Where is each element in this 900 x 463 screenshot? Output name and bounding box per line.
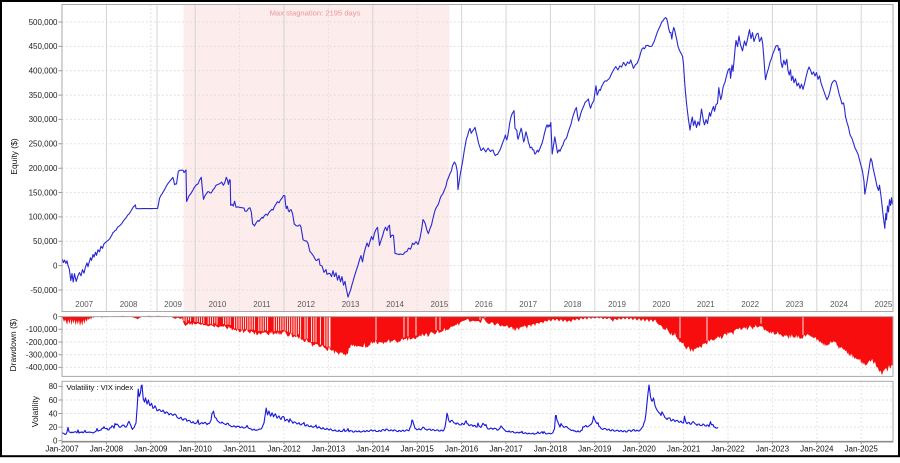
svg-text:150,000: 150,000 [29,188,58,197]
svg-text:Jan-2009: Jan-2009 [134,445,168,454]
svg-text:20: 20 [49,423,58,432]
svg-text:Drawdown ($): Drawdown ($) [8,318,18,371]
svg-text:350,000: 350,000 [29,91,58,100]
svg-text:Jan-2023: Jan-2023 [756,445,790,454]
svg-text:2007: 2007 [75,300,93,309]
svg-text:Jan-2008: Jan-2008 [90,445,124,454]
svg-text:2019: 2019 [608,300,626,309]
svg-text:100,000: 100,000 [29,213,58,222]
svg-text:2010: 2010 [209,300,227,309]
svg-text:Equity ($): Equity ($) [9,138,19,175]
svg-text:2008: 2008 [120,300,138,309]
svg-text:Jan-2012: Jan-2012 [267,445,301,454]
svg-text:2024: 2024 [830,300,848,309]
svg-text:40: 40 [49,409,58,418]
svg-text:2016: 2016 [475,300,493,309]
svg-text:-200,000: -200,000 [26,338,58,347]
svg-text:450,000: 450,000 [29,42,58,51]
svg-text:2021: 2021 [697,300,715,309]
svg-text:Max stagnation: 2195 days: Max stagnation: 2195 days [270,9,361,18]
svg-text:0: 0 [53,312,58,321]
svg-text:2025: 2025 [875,300,893,309]
svg-text:-300,000: -300,000 [26,351,58,360]
svg-text:Jan-2010: Jan-2010 [179,445,213,454]
svg-text:250,000: 250,000 [29,140,58,149]
svg-text:2017: 2017 [519,300,537,309]
svg-text:500,000: 500,000 [29,18,58,27]
svg-text:Jan-2011: Jan-2011 [223,445,256,454]
svg-text:2022: 2022 [741,300,759,309]
svg-text:Jan-2017: Jan-2017 [489,445,523,454]
svg-text:2013: 2013 [342,300,360,309]
svg-text:Volatility: Volatility [30,395,40,427]
svg-text:Jan-2019: Jan-2019 [578,445,612,454]
svg-text:Jan-2022: Jan-2022 [711,445,745,454]
svg-text:2012: 2012 [297,300,315,309]
svg-text:Jan-2016: Jan-2016 [445,445,479,454]
svg-text:0: 0 [53,436,58,445]
svg-text:Jan-2013: Jan-2013 [312,445,346,454]
svg-text:80: 80 [49,382,58,391]
svg-text:2020: 2020 [653,300,671,309]
svg-text:2023: 2023 [786,300,804,309]
svg-text:0: 0 [53,261,58,270]
svg-text:-400,000: -400,000 [26,363,58,372]
svg-text:400,000: 400,000 [29,67,58,76]
svg-text:300,000: 300,000 [29,115,58,124]
svg-text:Jan-2015: Jan-2015 [401,445,435,454]
svg-text:2014: 2014 [386,300,404,309]
svg-text:50,000: 50,000 [33,237,58,246]
svg-text:2015: 2015 [431,300,449,309]
svg-text:Jan-2025: Jan-2025 [845,445,879,454]
svg-text:Jan-2021: Jan-2021 [667,445,701,454]
svg-text:Jan-2020: Jan-2020 [623,445,657,454]
svg-text:Jan-2007: Jan-2007 [45,445,79,454]
svg-text:Jan-2014: Jan-2014 [356,445,390,454]
svg-text:60: 60 [49,396,58,405]
svg-text:Jan-2024: Jan-2024 [800,445,834,454]
svg-text:-100,000: -100,000 [26,325,58,334]
svg-text:2018: 2018 [564,300,582,309]
svg-text:2011: 2011 [253,300,271,309]
svg-text:Volatility : VIX index: Volatility : VIX index [67,383,134,392]
svg-text:Jan-2018: Jan-2018 [534,445,568,454]
svg-text:2009: 2009 [164,300,182,309]
svg-text:200,000: 200,000 [29,164,58,173]
svg-text:-50,000: -50,000 [30,286,58,295]
